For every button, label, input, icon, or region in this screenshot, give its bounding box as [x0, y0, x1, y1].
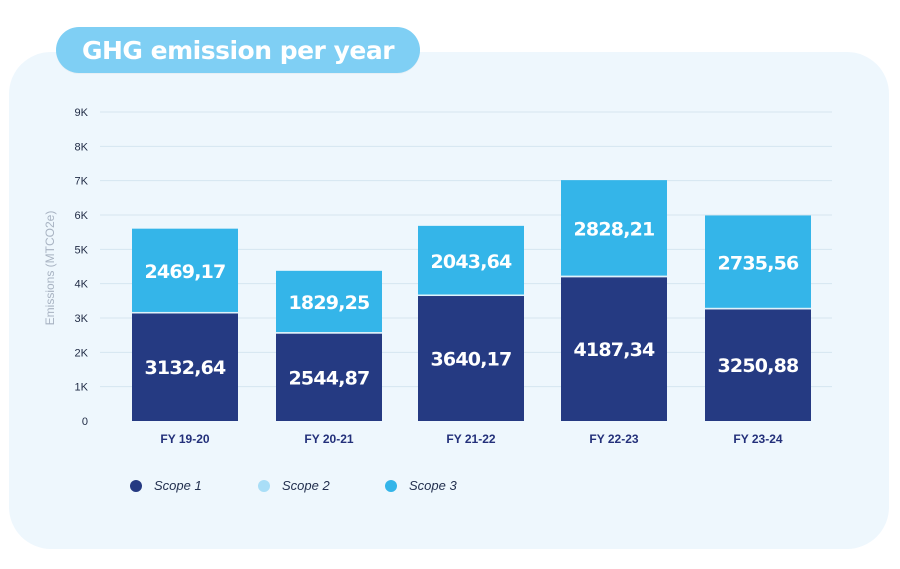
bar-scope-1 — [418, 296, 524, 421]
x-tick-label: FY 20-21 — [304, 432, 353, 446]
data-label-scope-3: 2735,56 — [718, 252, 800, 274]
y-tick-label: 9K — [75, 107, 89, 119]
legend: Scope 1 Scope 2 Scope 3 — [130, 478, 457, 493]
data-label-scope-3: 1829,25 — [289, 292, 370, 314]
y-tick-label: 8K — [75, 141, 89, 153]
bar-scope-3 — [561, 180, 667, 276]
legend-label-scope-2: Scope 2 — [282, 478, 330, 493]
legend-item-scope-3: Scope 3 — [385, 478, 457, 493]
bar-scope-1 — [561, 277, 667, 421]
legend-label-scope-1: Scope 1 — [154, 478, 202, 493]
data-label-scope-1: 3640,17 — [431, 349, 512, 371]
y-tick-label: 5K — [75, 244, 89, 256]
x-tick-label: FY 21-22 — [446, 432, 495, 446]
legend-item-scope-2: Scope 2 — [258, 478, 385, 493]
x-tick-label: FY 23-24 — [733, 432, 782, 446]
data-label-scope-3: 2043,64 — [431, 251, 513, 273]
x-tick-label: FY 19-20 — [160, 432, 209, 446]
data-label-scope-1: 2544,87 — [289, 367, 370, 389]
y-tick-label: 1K — [75, 382, 89, 394]
legend-swatch-scope-1 — [130, 479, 142, 492]
bar-scope-3 — [705, 215, 811, 308]
bar-scope-3 — [132, 228, 238, 312]
data-label-scope-1: 4187,34 — [574, 339, 656, 361]
y-tick-label: 7K — [75, 176, 89, 188]
y-tick-label: 6K — [75, 210, 89, 222]
y-tick-label: 4K — [75, 279, 89, 291]
legend-swatch-scope-3 — [385, 479, 397, 492]
bar-scope-1 — [132, 313, 238, 421]
data-label-scope-3: 2828,21 — [574, 219, 655, 241]
y-tick-label: 3K — [75, 313, 89, 325]
x-tick-label: FY 22-23 — [589, 432, 638, 446]
bar-scope-1 — [705, 309, 811, 421]
data-label-scope-1: 3132,64 — [145, 357, 227, 379]
legend-swatch-scope-2 — [258, 479, 270, 492]
data-label-scope-3: 2469,17 — [145, 261, 226, 283]
bar-scope-3 — [418, 225, 524, 295]
chart-title: GHG emission per year — [56, 27, 420, 73]
legend-label-scope-3: Scope 3 — [409, 478, 457, 493]
data-label-scope-1: 3250,88 — [718, 355, 800, 377]
y-axis-label: Emissions (MTCO2e) — [43, 211, 57, 326]
y-tick-label: 2K — [75, 347, 89, 359]
y-tick-label: 0 — [82, 416, 88, 428]
bar-scope-1 — [276, 333, 382, 421]
legend-item-scope-1: Scope 1 — [130, 478, 258, 493]
bar-scope-3 — [276, 270, 382, 333]
